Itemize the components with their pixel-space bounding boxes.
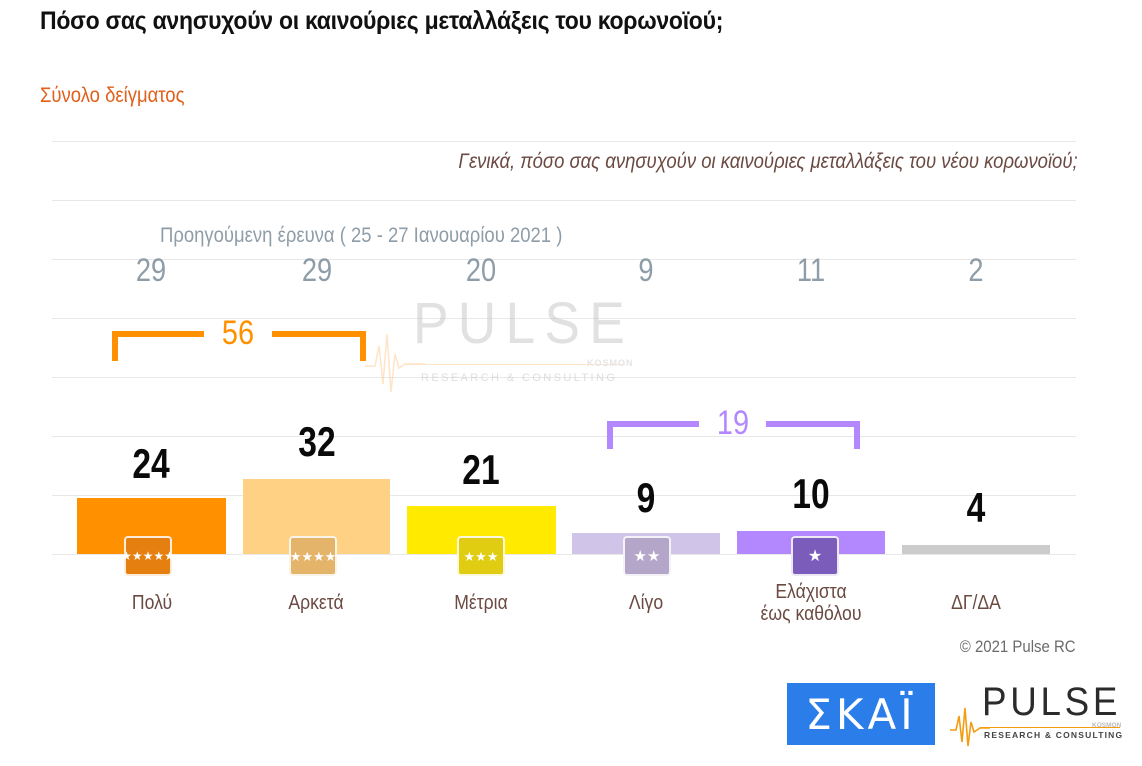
category-label: ΔΓ/ΔΑ: [951, 592, 1001, 614]
pulse-wave-icon: [365, 333, 425, 393]
bracket-line: [112, 331, 204, 337]
bracket-end: [607, 421, 613, 449]
pulse-wave-icon: [950, 707, 990, 747]
gridline: [52, 495, 1076, 496]
gridline: [52, 436, 1076, 437]
bar-value: 21: [462, 446, 500, 493]
previous-value: 9: [638, 252, 654, 288]
bracket-line: [766, 421, 860, 427]
category-label: Λίγο: [628, 592, 664, 614]
previous-value: 29: [301, 252, 333, 288]
watermark-subtext: RESEARCH & CONSULTING: [421, 372, 618, 384]
gridline: [52, 318, 1076, 319]
gridline: [52, 141, 1076, 142]
four-stars-icon: ★★★★: [289, 536, 337, 576]
category-label-line: έως καθόλου: [760, 603, 862, 625]
skai-logo-text: ΣΚΑΪ: [805, 689, 917, 739]
one-star-icon: ★: [791, 536, 839, 576]
chart-title: Πόσο σας ανησυχούν οι καινούριες μεταλλά…: [40, 7, 724, 35]
bracket-line: [607, 421, 699, 427]
skai-logo: ΣΚΑΪ: [787, 683, 935, 745]
watermark-kosmon: KOSMON: [587, 358, 634, 368]
pulse-logo-subtext: RESEARCH & CONSULTING: [984, 730, 1124, 740]
three-stars-icon: ★★★: [457, 536, 505, 576]
pulse-logo-text: PULSE: [982, 680, 1122, 724]
category-label: Αρκετά: [288, 592, 344, 614]
gridline: [52, 259, 1076, 260]
baseline: [52, 554, 1076, 555]
gridline: [52, 200, 1076, 201]
previous-value: 20: [465, 252, 497, 288]
bar-value: 32: [298, 418, 336, 465]
bracket-line: [272, 331, 366, 337]
category-label: Πολύ: [131, 592, 173, 614]
category-label-line: Ελάχιστα: [775, 581, 847, 603]
bracket-label: 19: [716, 404, 750, 442]
pulse-logo: PULSE KOSMON RESEARCH & CONSULTING: [950, 680, 1130, 750]
bracket-end: [112, 331, 118, 361]
bracket-label: 56: [221, 314, 255, 352]
bar-value: 4: [966, 484, 986, 531]
survey-question: Γενικά, πόσο σας ανησυχούν οι καινούριες…: [458, 150, 1078, 173]
copyright: © 2021 Pulse RC: [960, 637, 1076, 656]
previous-value: 2: [968, 252, 984, 288]
five-stars-icon: ★★★★★: [121, 536, 175, 576]
two-stars-icon: ★★: [623, 536, 671, 576]
bar-value: 10: [792, 470, 830, 517]
pulse-wave-line: [405, 364, 625, 365]
bar-value: 9: [636, 474, 656, 521]
bracket-end: [854, 421, 860, 449]
gridline: [52, 377, 1076, 378]
previous-value: 29: [135, 252, 167, 288]
pulse-watermark: PULSE KOSMON RESEARCH & CONSULTING: [365, 291, 635, 396]
bracket-end: [360, 331, 366, 361]
category-label: Μέτρια: [454, 592, 508, 614]
bar-value: 24: [132, 440, 170, 487]
pulse-logo-kosmon: KOSMON: [1092, 722, 1122, 729]
category-label: Ελάχιστα έως καθόλου: [741, 581, 882, 625]
pulse-wave-line: [980, 727, 1120, 728]
watermark-text: PULSE: [413, 291, 634, 356]
bar-dkna: [902, 545, 1050, 554]
previous-survey-label: Προηγούμενη έρευνα ( 25 - 27 Ιανουαρίου …: [160, 224, 563, 247]
previous-value: 11: [796, 252, 826, 288]
chart-subtitle: Σύνολο δείγματος: [40, 84, 185, 107]
